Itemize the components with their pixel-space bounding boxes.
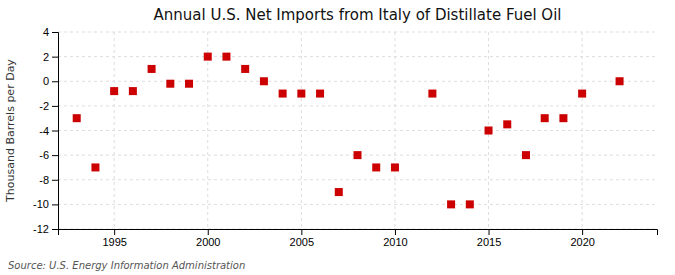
tick: -2 xyxy=(39,100,58,112)
tick: 2015 xyxy=(477,229,501,248)
point xyxy=(616,77,624,85)
x-axis: 1995 2000 2005 2010 2015 2020 xyxy=(59,229,658,248)
point xyxy=(129,87,137,95)
axis-line xyxy=(59,230,658,236)
tick-label: 2000 xyxy=(196,236,220,248)
point xyxy=(428,90,436,98)
source: Source: U.S. Energy Information Administ… xyxy=(8,260,245,271)
point xyxy=(541,114,549,122)
point xyxy=(241,65,249,73)
tick: 2000 xyxy=(196,229,220,248)
point xyxy=(485,127,493,135)
tick-label: 0 xyxy=(43,75,49,87)
tick: -10 xyxy=(33,198,58,210)
tick-mark xyxy=(395,229,396,235)
point xyxy=(354,151,362,159)
tick-mark xyxy=(52,155,58,156)
grid-line xyxy=(58,130,657,131)
point xyxy=(335,188,343,196)
tick: 2020 xyxy=(570,229,594,248)
point xyxy=(260,77,268,85)
grid-line xyxy=(582,32,583,229)
tick-mark xyxy=(301,229,302,235)
chart: 1995 2000 2005 2010 2015 2020 -12 -10 -8 -6 -4 -2 0 2… xyxy=(0,0,675,275)
tick-mark xyxy=(52,180,58,181)
point xyxy=(578,90,586,98)
tick: 4 xyxy=(43,26,58,38)
point xyxy=(204,53,212,61)
tick: 2010 xyxy=(383,229,407,248)
tick-label: -6 xyxy=(39,149,49,161)
grid-line xyxy=(207,32,208,229)
point xyxy=(91,163,99,171)
tick: 2005 xyxy=(290,229,314,248)
point xyxy=(297,90,305,98)
tick-mark xyxy=(52,204,58,205)
points xyxy=(73,53,624,209)
point xyxy=(166,80,174,88)
tick-mark xyxy=(52,57,58,58)
plot: 1995 2000 2005 2010 2015 2020 -12 -10 -8 -6 -4 -2 0 2… xyxy=(33,26,657,248)
tick-mark xyxy=(52,229,58,230)
grid-line xyxy=(114,32,115,229)
tick-mark xyxy=(52,32,58,33)
grid-line xyxy=(58,56,657,57)
tick-mark xyxy=(582,229,583,235)
tick-mark xyxy=(52,106,58,107)
tick: 2 xyxy=(43,51,58,63)
tick-label: 2020 xyxy=(570,236,594,248)
grid xyxy=(58,32,657,229)
tick-label: 2 xyxy=(43,51,49,63)
y-axis: -12 -10 -8 -6 -4 -2 0 2 4 xyxy=(33,26,58,235)
point xyxy=(279,90,287,98)
tick-mark xyxy=(208,229,209,235)
tick: -12 xyxy=(33,223,58,235)
point xyxy=(222,53,230,61)
tick-mark xyxy=(52,131,58,132)
tick-label: -2 xyxy=(39,100,49,112)
point xyxy=(522,151,530,159)
grid-line xyxy=(58,81,657,82)
point xyxy=(316,90,324,98)
tick: -8 xyxy=(39,174,58,186)
tick-label: -12 xyxy=(33,223,49,235)
tick-label: -4 xyxy=(39,125,49,137)
tick-label: 2015 xyxy=(477,236,501,248)
point xyxy=(372,163,380,171)
point xyxy=(148,65,156,73)
point xyxy=(559,114,567,122)
tick-label: 1995 xyxy=(102,236,126,248)
point xyxy=(110,87,118,95)
tick: 0 xyxy=(43,75,58,87)
tick-mark xyxy=(114,229,115,235)
tick-label: 2005 xyxy=(290,236,314,248)
grid-line xyxy=(58,105,657,106)
tick-label: 2010 xyxy=(383,236,407,248)
title: Annual U.S. Net Imports from Italy of Di… xyxy=(154,6,562,24)
tick-label: -10 xyxy=(33,198,49,210)
tick-label: 4 xyxy=(43,26,49,38)
grid-line xyxy=(301,32,302,229)
point xyxy=(503,120,511,128)
grid-line xyxy=(58,32,657,33)
grid-line xyxy=(58,179,657,180)
tick-mark xyxy=(52,81,58,82)
tick-mark xyxy=(489,229,490,235)
tick: -4 xyxy=(39,125,58,137)
tick: 1995 xyxy=(102,229,126,248)
tick: -6 xyxy=(39,149,58,161)
grid-line xyxy=(394,32,395,229)
tick-label: -8 xyxy=(39,174,49,186)
point xyxy=(391,163,399,171)
point xyxy=(73,114,81,122)
y-axis-title: Thousand Barrels per Day xyxy=(4,59,17,203)
axis-line xyxy=(52,33,59,230)
grid-line xyxy=(58,204,657,205)
point xyxy=(447,200,455,208)
point xyxy=(466,200,474,208)
point xyxy=(185,80,193,88)
